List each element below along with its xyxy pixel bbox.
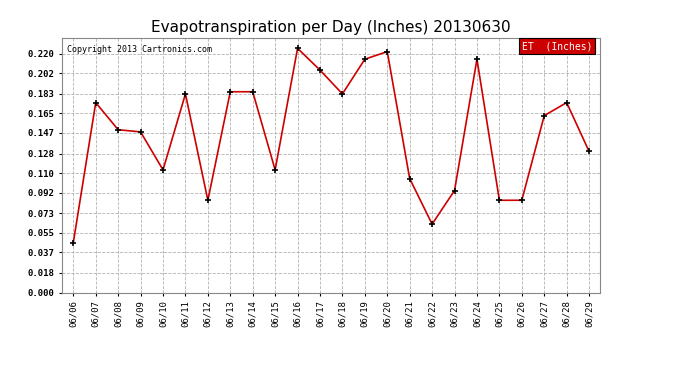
Text: ET  (Inches): ET (Inches) [522,41,592,51]
Text: Copyright 2013 Cartronics.com: Copyright 2013 Cartronics.com [68,45,213,54]
Title: Evapotranspiration per Day (Inches) 20130630: Evapotranspiration per Day (Inches) 2013… [151,20,511,35]
